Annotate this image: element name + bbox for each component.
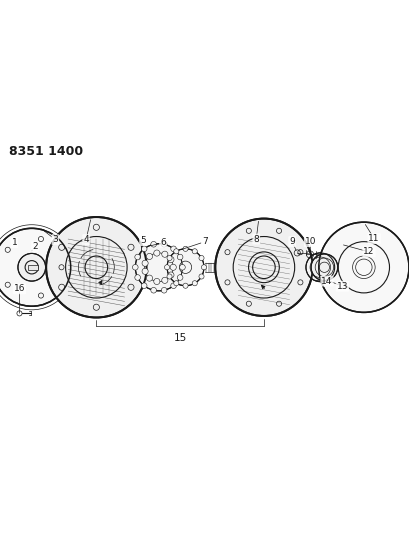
Circle shape (170, 246, 176, 252)
Text: 15: 15 (173, 333, 187, 343)
Text: 10: 10 (304, 237, 316, 246)
Circle shape (182, 283, 188, 288)
Circle shape (135, 274, 140, 280)
Text: 4: 4 (83, 235, 89, 244)
Circle shape (167, 249, 204, 286)
Circle shape (142, 260, 148, 266)
Circle shape (318, 222, 408, 312)
Circle shape (162, 277, 168, 284)
Circle shape (170, 283, 176, 288)
Circle shape (192, 249, 197, 254)
Text: 14: 14 (321, 277, 332, 286)
Circle shape (146, 275, 152, 281)
Text: 13: 13 (336, 282, 347, 290)
Circle shape (142, 268, 148, 274)
Circle shape (161, 287, 166, 293)
Text: 11: 11 (367, 234, 379, 243)
Circle shape (201, 265, 206, 270)
Text: 9: 9 (288, 237, 294, 246)
Text: 5: 5 (140, 236, 146, 245)
Text: 6: 6 (160, 238, 166, 247)
Circle shape (151, 287, 156, 293)
Circle shape (146, 253, 152, 260)
Circle shape (166, 274, 172, 279)
Circle shape (135, 244, 182, 291)
Circle shape (173, 249, 178, 254)
Text: 16: 16 (13, 284, 25, 293)
Text: 1: 1 (11, 238, 17, 247)
Circle shape (167, 272, 173, 278)
Circle shape (192, 281, 197, 286)
Circle shape (198, 274, 204, 279)
Circle shape (164, 265, 169, 270)
Circle shape (153, 278, 160, 285)
Text: 12: 12 (362, 247, 374, 256)
Circle shape (310, 254, 337, 280)
Circle shape (182, 246, 188, 252)
Circle shape (0, 228, 71, 306)
Circle shape (173, 281, 178, 286)
Circle shape (170, 264, 176, 270)
Circle shape (46, 217, 146, 318)
Text: 2: 2 (32, 243, 38, 251)
Circle shape (305, 253, 334, 281)
Circle shape (153, 250, 160, 256)
Text: 7: 7 (202, 237, 207, 246)
Circle shape (162, 251, 168, 257)
Circle shape (177, 274, 182, 280)
Text: 8351 1400: 8351 1400 (9, 146, 83, 158)
Circle shape (135, 254, 140, 260)
Bar (28, 265, 38, 270)
Circle shape (132, 264, 138, 270)
Circle shape (179, 264, 185, 270)
Circle shape (167, 256, 173, 263)
Circle shape (161, 241, 166, 247)
Circle shape (151, 241, 156, 247)
Circle shape (177, 254, 182, 260)
Circle shape (215, 219, 312, 316)
Text: 8: 8 (253, 235, 258, 244)
Circle shape (166, 255, 172, 261)
Circle shape (141, 283, 147, 288)
Text: 3: 3 (52, 235, 58, 244)
Circle shape (141, 246, 147, 252)
Circle shape (18, 253, 45, 281)
Circle shape (198, 255, 204, 261)
